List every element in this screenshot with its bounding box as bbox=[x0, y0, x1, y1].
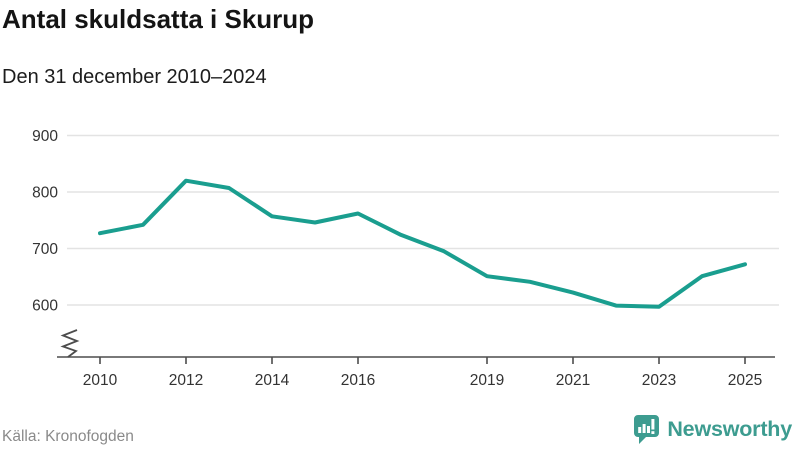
y-axis-tick-label: 900 bbox=[32, 128, 58, 145]
data-line-series bbox=[98, 178, 747, 309]
y-axis-tick-label: 700 bbox=[32, 241, 58, 258]
x-axis-tick-label: 2010 bbox=[83, 372, 118, 389]
y-axis-tick-label: 600 bbox=[32, 298, 58, 315]
chart-subtitle: Den 31 december 2010–2024 bbox=[2, 66, 267, 88]
x-axis-tick-label: 2021 bbox=[556, 372, 590, 389]
newsworthy-speech-bubble-bar-chart-icon bbox=[634, 415, 660, 444]
page-title: Antal skuldsatta i Skurup bbox=[2, 4, 315, 34]
brand-name: Newsworthy bbox=[667, 416, 792, 441]
x-axis-tick-label: 2012 bbox=[169, 372, 203, 389]
y-axis-tick-label: 800 bbox=[32, 185, 58, 202]
y-axis-break-icon bbox=[60, 329, 80, 358]
x-axis-tick-label: 2016 bbox=[341, 372, 375, 389]
newsworthy-logo: Newsworthy bbox=[633, 414, 792, 444]
x-axis-tick-label: 2025 bbox=[728, 372, 762, 389]
x-axis-tick-label: 2014 bbox=[255, 372, 290, 389]
x-axis-tick-label: 2019 bbox=[470, 372, 504, 389]
x-axis-tick-label: 2023 bbox=[642, 372, 676, 389]
source-credit: Källa: Kronofogden bbox=[2, 428, 134, 445]
